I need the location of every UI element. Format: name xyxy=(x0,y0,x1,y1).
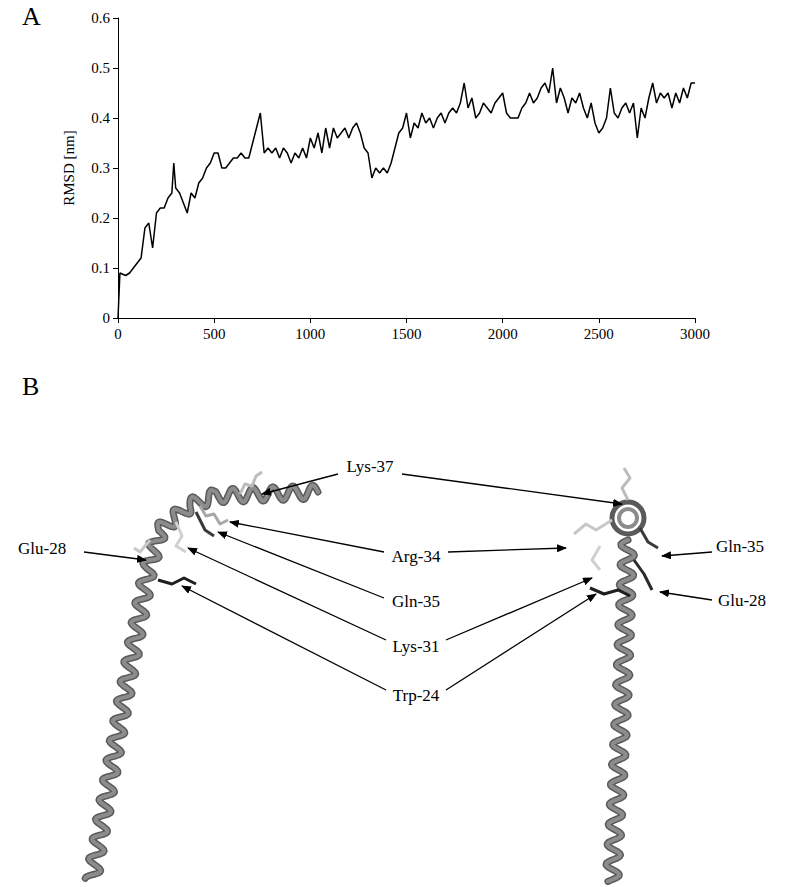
svg-text:0: 0 xyxy=(114,326,122,342)
svg-text:0.6: 0.6 xyxy=(91,10,110,26)
svg-text:Lys-31: Lys-31 xyxy=(392,637,439,656)
svg-text:Glu-28: Glu-28 xyxy=(718,591,766,610)
svg-text:0.3: 0.3 xyxy=(91,160,110,176)
svg-text:1000: 1000 xyxy=(295,326,325,342)
svg-text:2500: 2500 xyxy=(584,326,614,342)
svg-text:Gln-35: Gln-35 xyxy=(716,537,764,556)
svg-text:0.2: 0.2 xyxy=(91,210,110,226)
svg-text:500: 500 xyxy=(203,326,226,342)
svg-text:Lys-37: Lys-37 xyxy=(346,457,394,476)
html-text:B: B xyxy=(22,372,40,401)
svg-text:0.4: 0.4 xyxy=(91,110,110,126)
svg-text:Arg-34: Arg-34 xyxy=(392,547,441,566)
svg-text:Gln-35: Gln-35 xyxy=(392,592,440,611)
svg-text:Glu-28: Glu-28 xyxy=(18,539,66,558)
html-text:A: A xyxy=(22,2,41,31)
svg-text:0: 0 xyxy=(103,310,111,326)
svg-text:3000: 3000 xyxy=(680,326,710,342)
svg-text:RMSD [nm]: RMSD [nm] xyxy=(61,130,77,205)
svg-text:1500: 1500 xyxy=(392,326,422,342)
svg-text:2000: 2000 xyxy=(488,326,518,342)
svg-text:Trp-24: Trp-24 xyxy=(393,686,440,705)
svg-text:0.5: 0.5 xyxy=(91,60,110,76)
svg-text:0.1: 0.1 xyxy=(91,260,110,276)
